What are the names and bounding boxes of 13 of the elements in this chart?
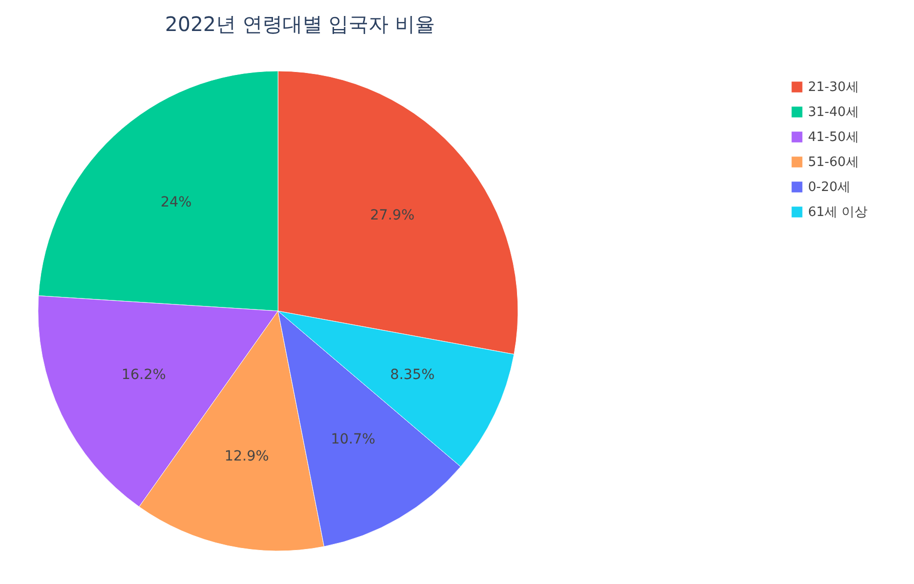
legend-label: 21-30세 xyxy=(808,80,859,95)
chart-title: 2022년 연령대별 입국자 비율 xyxy=(165,12,435,36)
data-label: 27.9% xyxy=(370,208,415,224)
legend-label: 51-60세 xyxy=(808,155,859,170)
data-label: 12.9% xyxy=(224,448,269,464)
data-label: 10.7% xyxy=(330,431,376,448)
data-label: 16.2% xyxy=(121,367,166,384)
legend-label: 0-20세 xyxy=(808,180,851,195)
legend-label: 31-40세 xyxy=(808,105,859,120)
legend-label: 61세 이상 xyxy=(808,205,868,220)
legend-label: 41-50세 xyxy=(808,130,859,145)
data-label: 8.35% xyxy=(390,366,435,383)
data-label: 24% xyxy=(160,194,192,210)
